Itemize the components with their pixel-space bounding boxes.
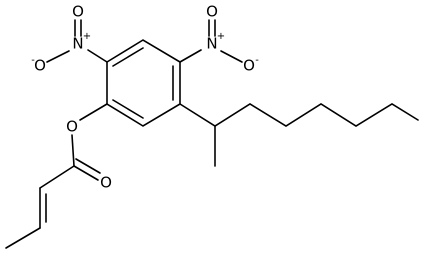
atom-charge: + — [217, 31, 225, 42]
atom-label: O — [72, 3, 84, 21]
atom-label: O — [34, 57, 46, 75]
bond — [179, 49, 202, 63]
atom-labels: O N + O - O N + O - O O — [31, 3, 259, 192]
bond — [87, 49, 108, 63]
bond — [75, 158, 101, 174]
bond — [220, 50, 243, 63]
atom-charge: + — [83, 31, 91, 42]
alkyl-chain — [179, 103, 419, 127]
atom-label: N — [72, 35, 83, 53]
ring-double-bond — [112, 47, 144, 67]
bond — [71, 134, 75, 167]
benzene-ring — [106, 39, 181, 127]
atom-charge: - — [31, 55, 35, 66]
atom-label: N — [206, 35, 217, 53]
bond — [5, 227, 41, 249]
atom-label: O — [206, 3, 218, 21]
atom-label: O — [100, 174, 112, 192]
bonds — [5, 19, 419, 249]
atom-charge: - — [255, 55, 259, 66]
bond — [79, 103, 108, 121]
bond — [46, 50, 70, 63]
bond — [39, 165, 75, 189]
atom-label: O — [243, 57, 255, 75]
bond — [73, 165, 99, 181]
atom-label: O — [66, 118, 78, 136]
ring-double-bond — [112, 99, 144, 119]
